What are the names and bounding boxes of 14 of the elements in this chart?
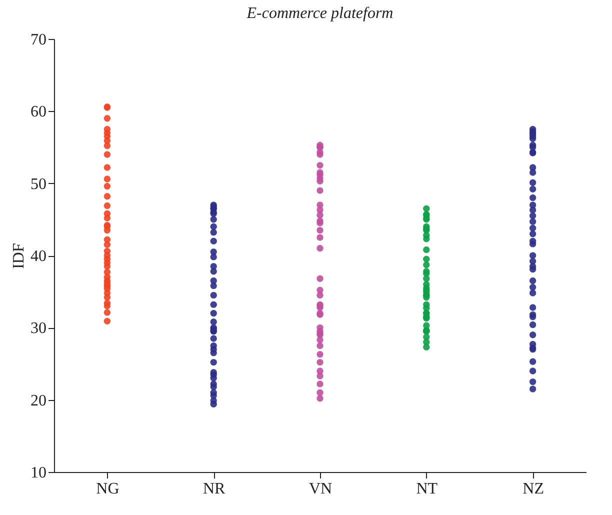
x-tick-label: NT (416, 480, 438, 498)
y-tick-label: 60 (30, 104, 46, 121)
y-tick-label: 50 (30, 176, 46, 193)
y-tick-label: 30 (30, 320, 46, 338)
x-tick-label: VN (308, 480, 332, 498)
y-axis-title: IDF (10, 243, 28, 269)
x-tick-label: NR (202, 480, 226, 498)
y-tick-label: 40 (30, 248, 46, 265)
x-tick-label: NG (96, 480, 120, 498)
chart-title: E-commerce plateform (246, 5, 394, 22)
x-tick-label: NZ (522, 480, 544, 498)
y-tick-label: 20 (30, 392, 46, 410)
y-tick-label: 70 (30, 32, 46, 48)
y-tick-label: 10 (30, 464, 46, 482)
